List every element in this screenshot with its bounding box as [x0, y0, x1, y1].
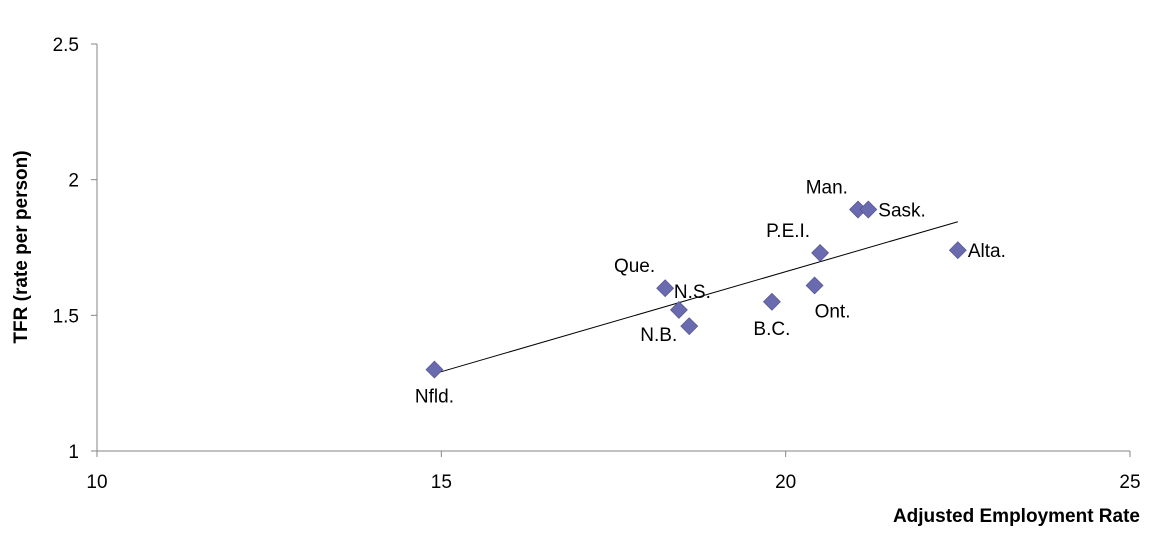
x-tick-label: 25	[1119, 472, 1140, 493]
data-points	[425, 200, 967, 379]
point-labels: Nfld. Que. N.S. N.B. B.C. Ont. P.E.I. Man. Sask.…	[415, 178, 1006, 408]
y-tick-label: 1.5	[53, 306, 79, 327]
y-axis-ticks: 1 1.5 2 2.5	[53, 35, 97, 463]
y-tick-label: 1	[68, 442, 79, 463]
data-point-marker	[680, 317, 699, 336]
data-point-label: Nfld.	[415, 387, 454, 408]
data-point-marker	[425, 360, 444, 379]
x-axis-ticks: 10 15 20 25	[86, 451, 1141, 493]
data-point-marker	[811, 244, 830, 262]
data-point-label: Ont.	[815, 301, 851, 322]
x-axis-title: Adjusted Employment Rate	[893, 506, 1140, 527]
data-point-marker	[948, 241, 967, 260]
data-point-marker	[805, 276, 824, 295]
data-point-label: Que.	[614, 256, 655, 277]
data-point-label: Alta.	[968, 241, 1006, 262]
x-tick-label: 10	[86, 472, 107, 493]
x-tick-label: 20	[775, 472, 796, 493]
y-tick-label: 2.5	[53, 35, 79, 56]
y-tick-label: 2	[68, 171, 79, 192]
x-tick-label: 15	[431, 472, 452, 493]
data-point-marker	[656, 279, 675, 298]
y-axis-title: TFR (rate per person)	[11, 150, 32, 343]
data-point-label: B.C.	[753, 319, 790, 340]
data-point-label: P.E.I.	[766, 221, 810, 242]
trendline	[434, 221, 958, 375]
data-point-label: Sask.	[878, 201, 926, 222]
data-point-marker	[669, 300, 688, 319]
trendline-group	[434, 221, 958, 375]
data-point-label: N.B.	[640, 325, 677, 346]
data-point-label: Man.	[806, 178, 848, 199]
plot-area	[96, 44, 1130, 452]
data-point-marker	[859, 200, 878, 219]
data-point-label: N.S.	[674, 282, 711, 303]
data-point-marker	[762, 292, 781, 311]
